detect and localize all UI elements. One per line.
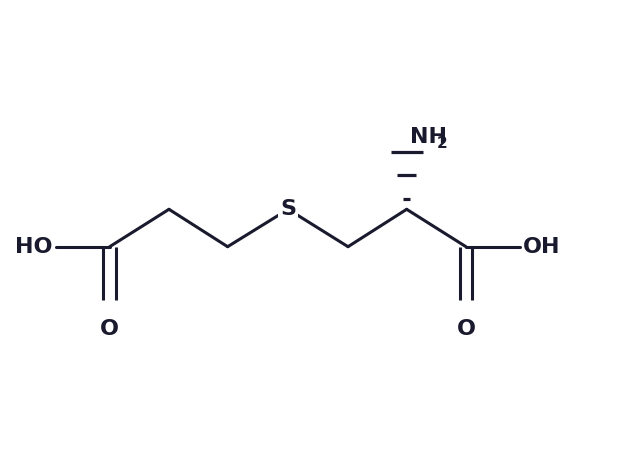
Text: O: O (100, 319, 119, 339)
Text: OH: OH (524, 237, 561, 257)
Text: S: S (280, 199, 296, 219)
Text: HO: HO (15, 237, 52, 257)
Text: 2: 2 (437, 136, 448, 151)
Text: NH: NH (410, 127, 447, 147)
Text: O: O (456, 319, 476, 339)
